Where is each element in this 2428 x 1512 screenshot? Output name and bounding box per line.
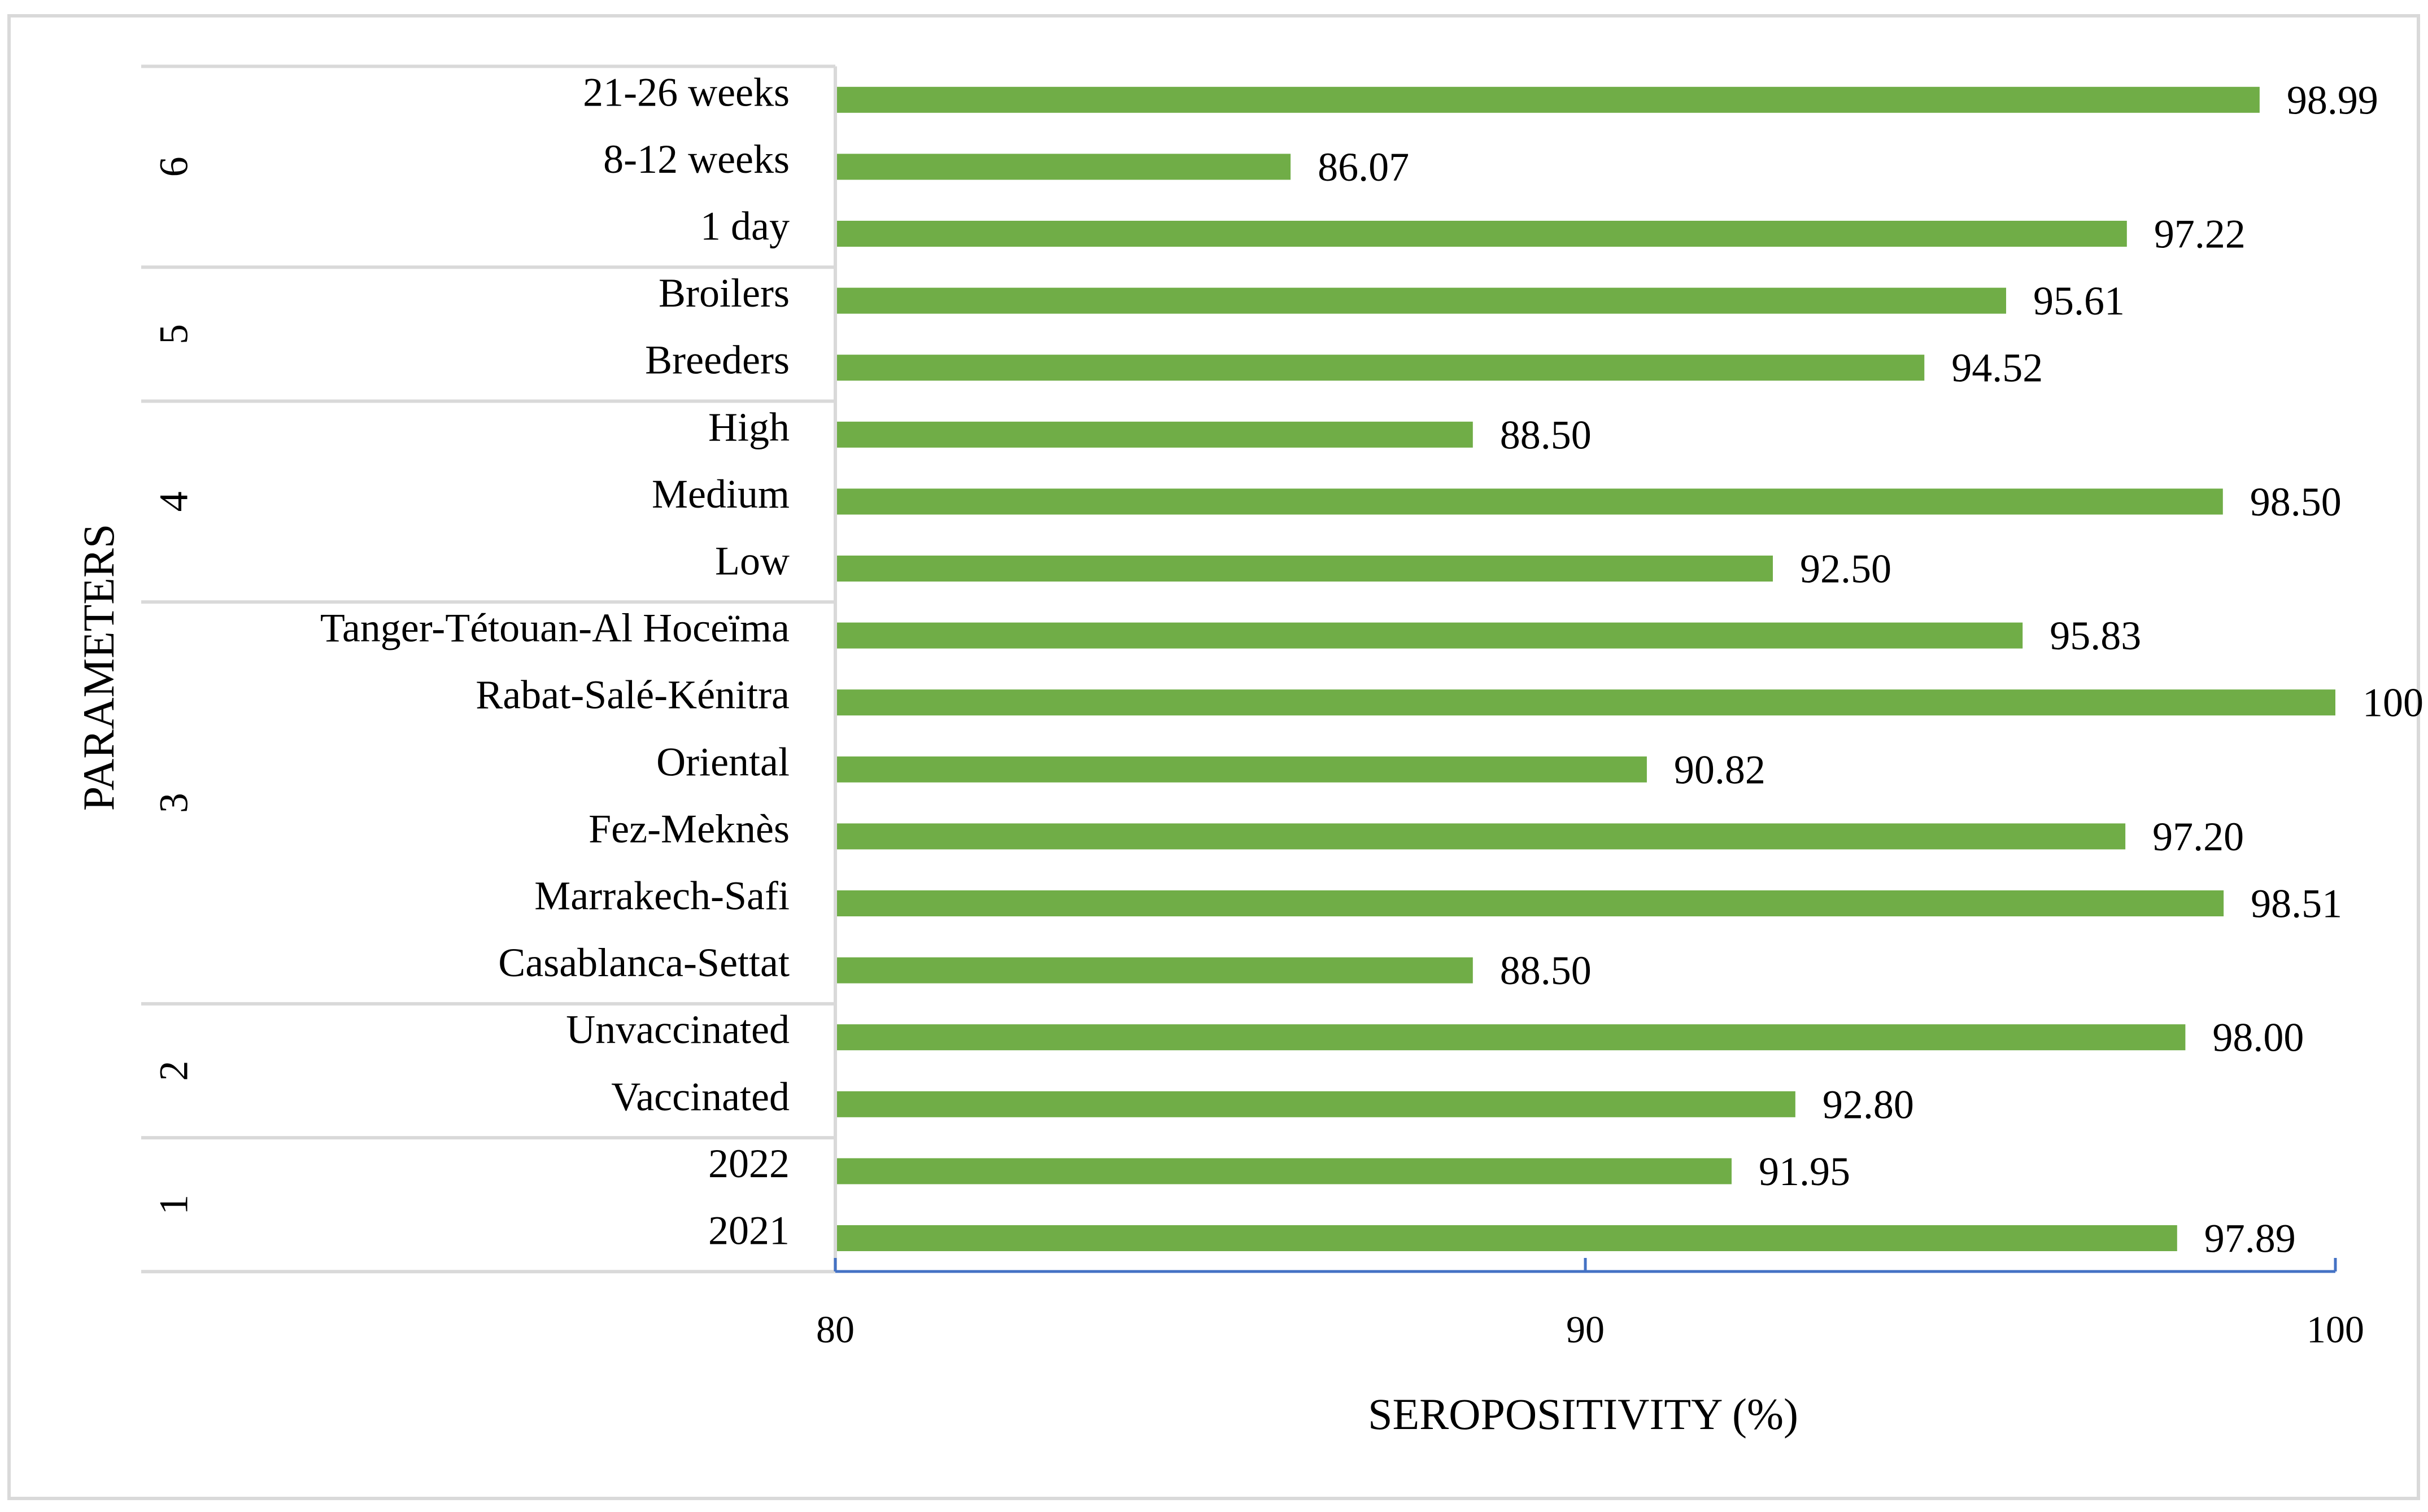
bar — [835, 556, 1773, 582]
bar — [835, 890, 2224, 916]
x-tick-label: 100 — [2307, 1308, 2364, 1351]
group-label: 1 — [151, 1195, 197, 1215]
bar — [835, 154, 1291, 180]
bar-value-label: 91.95 — [1759, 1149, 1850, 1194]
y-axis-title: PARAMETERS — [74, 524, 123, 811]
x-axis: 80 90 100 — [816, 1258, 2364, 1351]
bar-value-label: 90.82 — [1674, 747, 1766, 792]
bar-value-label: 97.22 — [2154, 212, 2246, 257]
bar-value-label: 100 — [2362, 680, 2423, 726]
category-label: Fez-Meknès — [589, 806, 790, 851]
bar — [835, 689, 2335, 716]
category-label: 2022 — [708, 1141, 790, 1186]
category-label: Tanger-Tétouan-Al Hoceïma — [320, 605, 790, 650]
category-label: Breeders — [645, 338, 790, 383]
bar-value-label: 94.52 — [1951, 346, 2043, 391]
category-label: Medium — [652, 471, 790, 517]
bar — [835, 1158, 1732, 1185]
bar-value-label: 98.51 — [2251, 881, 2342, 927]
category-label: Marrakech-Safi — [534, 873, 790, 919]
category-label: 21-26 weeks — [583, 69, 790, 115]
group-label: 2 — [151, 1061, 197, 1081]
category-label: 1 day — [700, 204, 790, 249]
bar — [835, 823, 2126, 850]
bar — [835, 421, 1473, 448]
bar — [835, 355, 1925, 381]
category-label: Low — [715, 539, 790, 584]
bar — [835, 1091, 1795, 1117]
category-label: 2021 — [708, 1208, 790, 1253]
bar — [835, 86, 2260, 113]
bar-value-label: 88.50 — [1500, 948, 1592, 993]
category-label: Casablanca-Settat — [498, 940, 790, 985]
category-label: 8-12 weeks — [603, 137, 790, 182]
group-brackets-layer: 1 2 3 4 5 6 — [141, 64, 837, 1274]
x-axis-title: SEROPOSITIVITY (%) — [1368, 1389, 1798, 1439]
category-label: Broilers — [659, 270, 790, 316]
category-label: Rabat-Salé-Kénitra — [476, 672, 790, 718]
bar-value-label: 88.50 — [1500, 412, 1592, 457]
bar-value-label: 98.00 — [2212, 1015, 2304, 1060]
bar — [835, 488, 2223, 515]
category-label: Oriental — [656, 739, 790, 784]
group-label: 6 — [151, 156, 197, 177]
bar-value-label: 92.50 — [1800, 547, 1891, 592]
bar — [835, 756, 1647, 783]
bar-value-label: 86.07 — [1318, 145, 1409, 190]
category-label: Vaccinated — [611, 1074, 790, 1119]
group-label: 5 — [151, 324, 197, 344]
bar — [835, 1024, 2186, 1051]
category-labels-layer: 2021 2022 Vaccinated Unvaccinated Casablanca… — [320, 69, 790, 1253]
group-label: 3 — [151, 793, 197, 813]
bar-value-label: 98.50 — [2250, 479, 2342, 525]
x-tick-label: 80 — [816, 1308, 855, 1351]
bar-value-label: 97.89 — [2204, 1216, 2296, 1261]
bar-value-label: 98.99 — [2287, 77, 2378, 123]
bar — [835, 1225, 2177, 1251]
bar — [835, 957, 1473, 984]
bar — [835, 287, 2007, 314]
bar — [835, 622, 2023, 649]
bar-value-label: 95.83 — [2050, 613, 2141, 658]
bar-value-label: 95.61 — [2033, 278, 2125, 324]
group-label: 4 — [151, 491, 197, 512]
category-label: High — [708, 404, 790, 449]
x-tick-label: 90 — [1566, 1308, 1605, 1351]
bar-value-label: 97.20 — [2152, 814, 2244, 859]
category-label: Unvaccinated — [566, 1007, 790, 1052]
bar-value-label: 92.80 — [1823, 1082, 1914, 1127]
bar — [835, 221, 2127, 247]
